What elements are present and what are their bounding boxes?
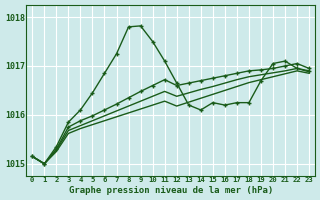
X-axis label: Graphe pression niveau de la mer (hPa): Graphe pression niveau de la mer (hPa) <box>68 186 273 195</box>
